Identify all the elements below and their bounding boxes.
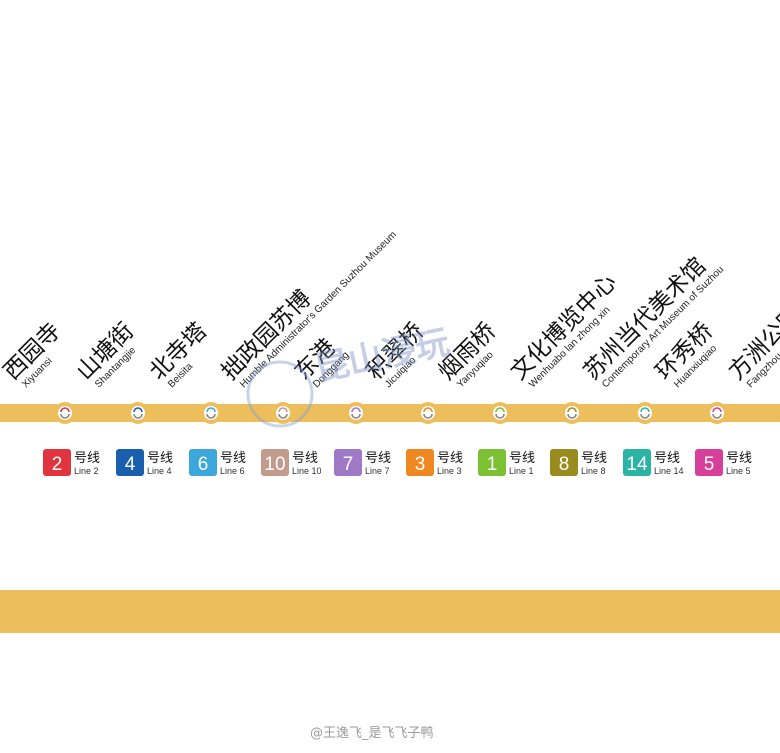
line-number-badge	[189, 449, 217, 476]
transfer-arrow-icon	[278, 413, 288, 419]
line-label-cn: 号线	[509, 451, 535, 466]
transfer-arrow-icon	[495, 413, 505, 419]
line-number-badge	[550, 449, 578, 476]
line-number: 3	[415, 454, 426, 475]
transfer-arrow-icon	[133, 407, 143, 413]
line-number-badge	[43, 449, 71, 476]
station-name-cn: 方洲公园	[724, 302, 780, 385]
line-label-cn: 号线	[147, 451, 173, 466]
line-number: 14	[626, 454, 648, 475]
line-label-en: Line 3	[437, 466, 462, 476]
transfer-arrow-icon	[133, 413, 143, 419]
line-label-en: Line 4	[147, 466, 172, 476]
transfer-arrow-icon	[423, 407, 433, 413]
line-number-badge	[261, 449, 289, 476]
line-label-cn: 号线	[726, 451, 752, 466]
metro-line-band	[0, 590, 780, 633]
transfer-arrow-icon	[640, 407, 650, 413]
line-number-badge	[406, 449, 434, 476]
line-number: 5	[704, 454, 715, 475]
line-number: 6	[198, 454, 209, 475]
line-number-badge	[695, 449, 723, 476]
line-label-cn: 号线	[220, 451, 246, 466]
line-number-badge	[623, 449, 651, 476]
line-label-en: Line 1	[509, 466, 534, 476]
line-number-badge	[116, 449, 144, 476]
line-label-cn: 号线	[654, 451, 680, 466]
line-number: 4	[125, 454, 136, 475]
transfer-arrow-icon	[60, 413, 70, 419]
metro-line-track	[0, 404, 780, 422]
line-number: 2	[52, 454, 63, 475]
transfer-arrow-icon	[567, 413, 577, 419]
line-label-cn: 号线	[365, 451, 391, 466]
line-label-en: Line 2	[74, 466, 99, 476]
transfer-arrow-icon	[640, 413, 650, 419]
line-number-badge	[478, 449, 506, 476]
line-label-en: Line 7	[365, 466, 390, 476]
author-credit: @王逸飞_是飞飞子鸭	[310, 726, 434, 741]
line-number-badge	[334, 449, 362, 476]
transfer-arrow-icon	[712, 413, 722, 419]
transfer-arrow-icon	[278, 407, 288, 413]
line-label-en: Line 8	[581, 466, 606, 476]
line-label-en: Line 10	[292, 466, 322, 476]
line-number: 7	[343, 454, 354, 475]
transfer-arrow-icon	[206, 413, 216, 419]
line-number: 10	[264, 454, 285, 475]
line-label-cn: 号线	[292, 451, 318, 466]
transfer-arrow-icon	[351, 413, 361, 419]
line-label-cn: 号线	[74, 451, 100, 466]
transfer-arrow-icon	[567, 407, 577, 413]
line-label-cn: 号线	[581, 451, 607, 466]
transfer-arrow-icon	[206, 407, 216, 413]
line-label-en: Line 5	[726, 466, 751, 476]
line-number: 8	[559, 454, 570, 475]
transfer-arrow-icon	[712, 407, 722, 413]
transfer-arrow-icon	[423, 413, 433, 419]
line-number: 1	[487, 454, 498, 475]
transfer-arrow-icon	[495, 407, 505, 413]
transfer-arrow-icon	[351, 407, 361, 413]
line-label-en: Line 14	[654, 466, 684, 476]
watermark-logo-icon	[246, 360, 314, 428]
line-label-en: Line 6	[220, 466, 245, 476]
transfer-arrow-icon	[60, 407, 70, 413]
line-label-cn: 号线	[437, 451, 463, 466]
